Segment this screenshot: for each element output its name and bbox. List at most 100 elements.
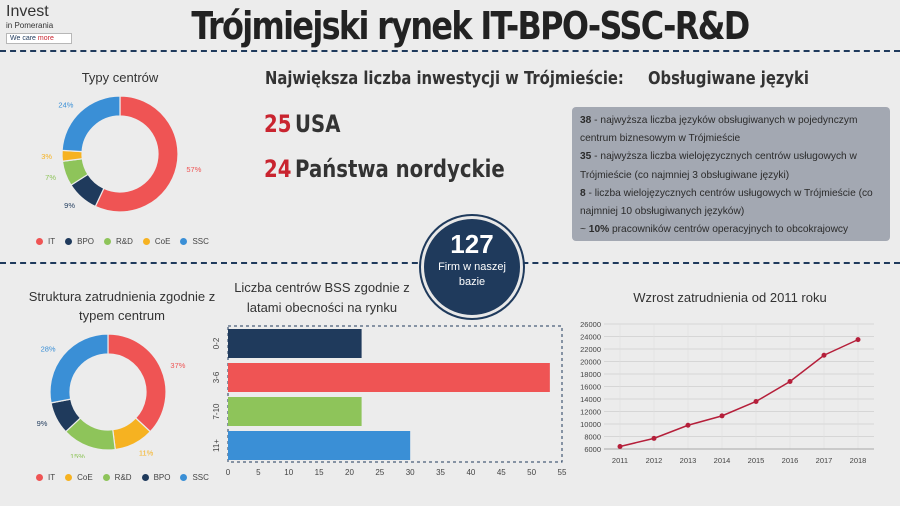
bar-x-tick: 35 bbox=[436, 468, 445, 477]
bar-x-tick: 40 bbox=[466, 468, 475, 477]
legend-swatch bbox=[65, 474, 73, 481]
language-stat-text: - liczba wielojęzycznych centrów usługow… bbox=[580, 187, 873, 218]
legend-label: BPO bbox=[77, 237, 95, 246]
line-y-tick: 10000 bbox=[580, 420, 601, 429]
language-stat-prefix: ~ bbox=[580, 224, 589, 236]
line-y-tick: 12000 bbox=[580, 408, 601, 417]
bar-x-tick: 15 bbox=[315, 468, 324, 477]
line-x-tick: 2016 bbox=[782, 456, 799, 465]
investment-count: 25 bbox=[264, 110, 292, 138]
pie-slice-ssc bbox=[61, 95, 121, 153]
bar-chart: 0 5 10 15 20 25 30 35 40 45 50 55 0-2 3-6 7-10 11+ bbox=[212, 325, 567, 477]
legend-swatch bbox=[102, 474, 110, 481]
line-x-tick: 2015 bbox=[748, 456, 765, 465]
line-point bbox=[787, 379, 793, 384]
pie-slice-it bbox=[94, 95, 179, 213]
bar-11- bbox=[228, 431, 411, 460]
language-stat: ~ 10% pracowników centrów operacyjnych t… bbox=[580, 221, 882, 239]
pie-slice-label: 11% bbox=[139, 449, 154, 458]
line-point bbox=[753, 399, 759, 404]
bar-x-tick: 10 bbox=[284, 468, 293, 477]
firms-count-label: Firm w naszej bazie bbox=[438, 261, 506, 288]
legend-item-bpo: BPO bbox=[65, 237, 94, 246]
invest-in-pomerania-logo: Invest in Pomerania We care more bbox=[6, 4, 72, 60]
legend-swatch bbox=[104, 238, 112, 245]
logo-brand: Invest bbox=[6, 3, 49, 20]
legend-item-coe: CoE bbox=[142, 237, 171, 246]
line-point bbox=[821, 352, 827, 358]
language-stat: 38 - najwyższa liczba języków obsługiwan… bbox=[580, 112, 882, 148]
line-x-tick: 2017 bbox=[816, 456, 833, 465]
legend-item-coe: CoE bbox=[65, 473, 93, 482]
logo-tagline: We care more bbox=[6, 33, 72, 44]
legend-item-it: IT bbox=[36, 237, 55, 246]
line-point bbox=[651, 435, 657, 441]
bar-category-label: 0-2 bbox=[212, 337, 221, 349]
line-point bbox=[617, 444, 623, 449]
line-y-tick: 8000 bbox=[584, 433, 601, 442]
line-y-tick: 26000 bbox=[580, 320, 601, 329]
legend-swatch bbox=[142, 238, 150, 245]
bar-category-label: 3-6 bbox=[212, 371, 221, 383]
pie1-title: Typy centrów bbox=[81, 70, 159, 85]
legend-label: IT bbox=[48, 237, 56, 246]
line-x-tick: 2012 bbox=[646, 456, 663, 465]
bar-x-tick: 5 bbox=[256, 468, 261, 477]
pie1-legend: IT BPO R&D CoE SSC bbox=[36, 237, 219, 247]
pie2-chart: 37% 11% 15% 9% 28% bbox=[37, 333, 186, 458]
bar-3-6 bbox=[228, 363, 550, 392]
bar-x-tick: 20 bbox=[345, 468, 354, 477]
page-title: Trójmiejski rynek IT-BPO-SSC-R&D bbox=[191, 4, 750, 48]
legend-swatch bbox=[180, 474, 188, 481]
language-stat-value: 8 bbox=[580, 187, 586, 199]
legend-label: CoE bbox=[154, 237, 171, 246]
language-stat-value: 35 bbox=[580, 151, 592, 163]
line-y-tick: 14000 bbox=[580, 395, 601, 404]
legend-label: SSC bbox=[192, 237, 209, 246]
languages-heading: Obsługiwane języki bbox=[648, 68, 809, 89]
language-stat: 8 - liczba wielojęzycznych centrów usług… bbox=[580, 185, 882, 221]
line-x-tick: 2013 bbox=[680, 456, 697, 465]
pie2-title: Struktura zatrudnienia zgodnie z typem c… bbox=[28, 289, 216, 323]
pie-slice-label: 7% bbox=[45, 173, 56, 182]
line-x-tick: 2014 bbox=[714, 456, 731, 465]
legend-swatch bbox=[36, 238, 43, 245]
bar-title: Liczba centrów BSS zgodnie z latami obec… bbox=[234, 280, 410, 315]
line-x-tick: 2011 bbox=[612, 456, 628, 465]
line-x-tick: 2018 bbox=[850, 456, 867, 465]
legend-swatch bbox=[180, 238, 188, 245]
legend-label: IT bbox=[48, 473, 56, 482]
investments-heading: Największa liczba inwestycji w Trójmieśc… bbox=[265, 68, 624, 89]
pie-slice-it bbox=[107, 333, 167, 433]
bar-category-label: 7-10 bbox=[212, 403, 221, 420]
investment-label: USA bbox=[295, 110, 341, 138]
language-stat-text: pracowników centrów operacyjnych to obco… bbox=[609, 224, 849, 236]
top-divider bbox=[0, 50, 900, 52]
line-chart: 6000 8000 10000 12000 14000 16000 18000 20000 22… bbox=[580, 320, 874, 465]
line-point bbox=[855, 337, 861, 343]
legend-item-bpo: BPO bbox=[141, 473, 171, 482]
legend-label: R&D bbox=[116, 237, 133, 246]
legend-label: SSC bbox=[192, 473, 209, 482]
investment-item-usa: 25 USA bbox=[264, 110, 340, 138]
pie1-chart: 57% 9% 7% 3% 24% bbox=[41, 95, 202, 213]
line-title: Wzrost zatrudnienia od 2011 roku bbox=[633, 290, 827, 305]
pie2-legend: IT CoE R&D BPO SSC bbox=[36, 473, 219, 483]
legend-label: CoE bbox=[77, 473, 93, 482]
bar-x-tick: 25 bbox=[375, 468, 384, 477]
pie-slice-ssc bbox=[49, 333, 109, 404]
legend-swatch bbox=[65, 238, 73, 245]
legend-label: BPO bbox=[153, 473, 171, 482]
bar-category-label: 11+ bbox=[212, 439, 221, 452]
line-point bbox=[685, 422, 691, 428]
logo-tag-a: We care bbox=[10, 35, 38, 42]
line-point bbox=[719, 413, 725, 419]
line-y-tick: 20000 bbox=[580, 358, 601, 367]
logo-sub: in Pomerania bbox=[6, 21, 54, 30]
line-series bbox=[619, 338, 859, 448]
legend-swatch bbox=[141, 474, 149, 481]
bar-x-tick: 30 bbox=[406, 468, 415, 477]
bar-0-2 bbox=[228, 329, 362, 358]
logo-tag-b: more bbox=[37, 35, 54, 42]
pie-slice-label: 28% bbox=[41, 345, 56, 354]
